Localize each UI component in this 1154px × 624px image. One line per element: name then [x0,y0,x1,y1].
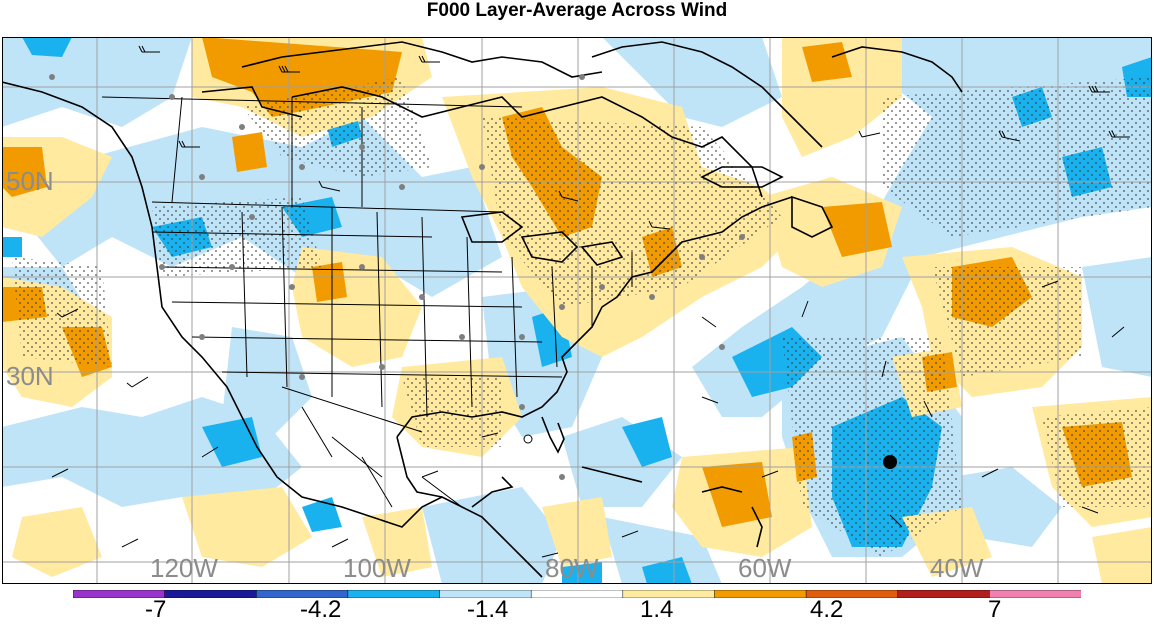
lat-label-50n: 50N [6,166,54,196]
colorbar-label-neg4-2: -4.2 [300,596,342,623]
colorbar [73,590,1081,598]
lon-label-80w: 80W [545,553,599,583]
colorbar-segment [897,590,991,598]
colorbar-label-neg7: -7 [145,596,167,623]
colorbar-label-4-2: 4.2 [810,596,844,623]
political-borders [101,96,633,508]
map-panel [2,37,1152,584]
wind-barbs [51,45,1130,558]
colorbar-segment [714,590,807,598]
chart-title: F000 Layer-Average Across Wind [426,0,728,21]
colorbar-segment [347,590,441,598]
lon-label-60w: 60W [738,553,792,583]
significance-stipple [12,77,1152,557]
colorbar-label-1-4: 1.4 [640,596,674,623]
coastlines [2,41,963,578]
lon-label-120w: 120W [150,553,218,583]
colorbar-segment [530,590,624,598]
map-frame [2,37,1152,584]
lon-label-40w: 40W [930,553,984,583]
lon-label-100w: 100W [343,553,411,583]
colorbar-segment [989,590,1081,598]
station-dots [49,74,745,480]
colorbar-label-7: 7 [988,596,1002,623]
lat-lon-grid [2,37,1152,584]
colorbar-segment [164,590,258,598]
lat-label-30n: 30N [6,361,54,391]
target-location-marker [883,455,897,469]
open-station-marker [523,434,533,444]
colorbar-label-neg1-4: -1.4 [467,596,509,623]
